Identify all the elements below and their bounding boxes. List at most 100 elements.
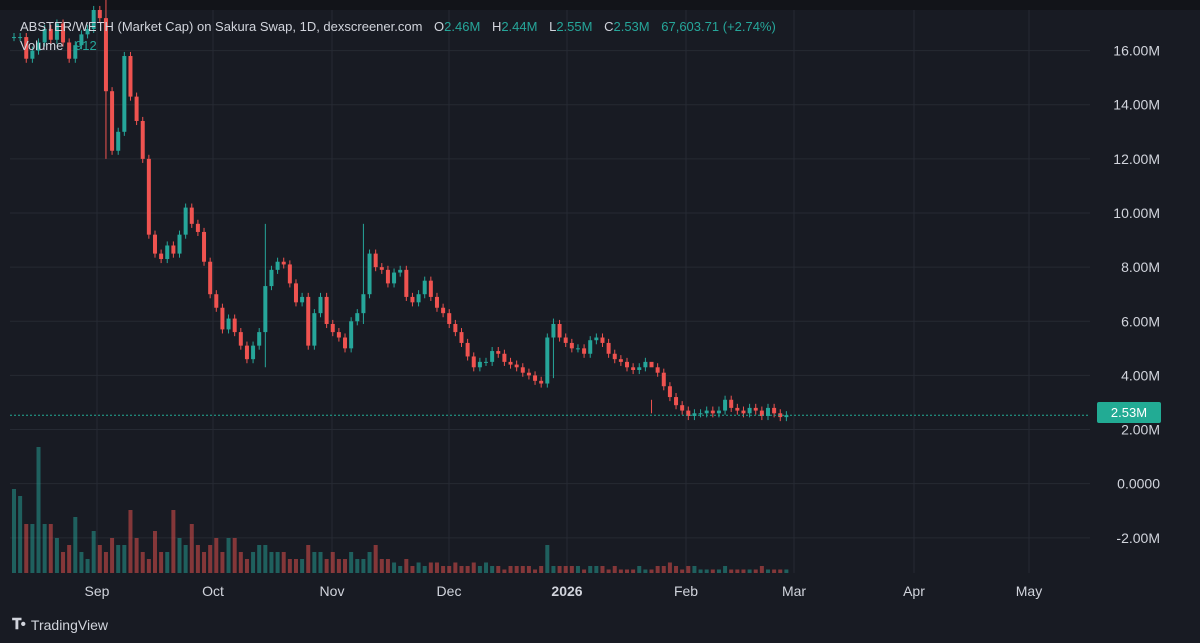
- x-tick-label: Feb: [674, 583, 698, 599]
- volume-bar: [422, 566, 427, 573]
- volume-bar: [606, 569, 611, 573]
- candle-body: [208, 261, 213, 295]
- candle-body: [490, 351, 495, 362]
- volume-bar: [643, 569, 648, 573]
- candle-body: [281, 261, 286, 265]
- candle-body: [686, 410, 691, 417]
- candle-body: [704, 410, 709, 414]
- candle-body: [477, 361, 482, 368]
- candle-body: [661, 372, 666, 387]
- y-tick-label: 10.00M: [1113, 205, 1160, 221]
- candle-body: [741, 410, 746, 414]
- x-axis[interactable]: Sep Oct Nov Dec 2026 Feb Mar Apr May: [85, 583, 1043, 599]
- x-tick-label: Sep: [85, 583, 110, 599]
- volume-bar: [459, 566, 464, 573]
- candle-body: [539, 380, 544, 384]
- volume-bar: [110, 538, 115, 573]
- volume-bar: [502, 569, 507, 573]
- grid-lines: [10, 10, 1090, 573]
- candle-body: [110, 91, 115, 151]
- volume-bar: [287, 559, 292, 573]
- candle-body: [655, 367, 660, 373]
- volume-bar: [367, 552, 372, 573]
- volume-bar: [575, 566, 580, 573]
- volume-bar: [208, 545, 213, 573]
- candle-body: [140, 120, 145, 159]
- candle-body: [257, 332, 262, 346]
- high-value: 2.44M: [501, 19, 538, 34]
- candle-body: [12, 37, 16, 39]
- candle-body: [729, 399, 734, 408]
- volume-bar: [637, 566, 642, 573]
- candle-body: [680, 405, 685, 411]
- candle-body: [502, 353, 507, 362]
- volume-bar: [508, 566, 513, 573]
- candle-body: [404, 269, 409, 297]
- volume-bar: [36, 447, 41, 573]
- candle-body: [293, 283, 298, 303]
- volume-bar: [85, 559, 90, 573]
- price-candles[interactable]: [12, 0, 789, 422]
- candle-body: [300, 296, 305, 303]
- candle-body: [195, 223, 200, 232]
- candle-body: [189, 207, 194, 224]
- volume-bar: [238, 552, 243, 573]
- volume-bar: [189, 524, 194, 573]
- volume-bar: [91, 531, 96, 573]
- volume-bar: [140, 552, 145, 573]
- volume-bar: [122, 545, 127, 573]
- volume-bar: [551, 566, 556, 573]
- x-tick-label: Dec: [437, 583, 462, 599]
- y-axis[interactable]: 16.00M 14.00M 12.00M 10.00M 8.00M 6.00M 4.00M 2…: [1113, 43, 1160, 546]
- candle-body: [220, 307, 225, 330]
- candle-body: [422, 280, 427, 295]
- candle-body: [355, 313, 360, 322]
- volume-bar: [471, 562, 476, 573]
- volume-value: 912: [75, 38, 97, 53]
- volume-bar: [48, 524, 53, 573]
- x-tick-label: Mar: [782, 583, 806, 599]
- candle-body: [343, 337, 348, 349]
- volume-bar: [447, 566, 452, 573]
- candle-body: [238, 332, 243, 346]
- volume-bar: [103, 552, 108, 573]
- volume-label[interactable]: Volume: [20, 38, 64, 53]
- volume-bar: [404, 559, 409, 573]
- x-tick-label: May: [1016, 583, 1042, 599]
- candle-body: [643, 361, 648, 368]
- candle-body: [349, 321, 354, 349]
- volume-bar: [312, 552, 317, 573]
- volume-bar: [226, 538, 231, 573]
- volume-bar: [490, 566, 495, 573]
- candle-body: [18, 37, 23, 39]
- volume-bar: [772, 569, 777, 573]
- candle-body: [103, 18, 108, 92]
- candle-body: [563, 337, 568, 343]
- volume-bar: [667, 562, 672, 573]
- volume-bar: [484, 562, 489, 573]
- x-tick-label: Nov: [320, 583, 345, 599]
- candle-body: [385, 269, 390, 284]
- volume-bar: [324, 559, 329, 573]
- volume-bar: [747, 569, 752, 573]
- candle-body: [379, 267, 384, 270]
- candle-body: [171, 245, 176, 254]
- volume-bar: [349, 552, 354, 573]
- candle-body: [575, 348, 580, 350]
- candle-body: [710, 410, 715, 414]
- y-tick-label: 14.00M: [1113, 97, 1160, 113]
- volume-bar: [735, 569, 740, 573]
- volume-bar: [385, 559, 390, 573]
- candle-body: [778, 413, 783, 418]
- candle-body: [361, 294, 366, 314]
- candle-body: [275, 261, 280, 270]
- candle-body: [416, 294, 421, 303]
- volume-bar: [753, 569, 758, 573]
- volume-bar: [765, 569, 770, 573]
- candle-body: [747, 407, 752, 414]
- volume-bar: [533, 569, 538, 573]
- symbol-title[interactable]: ABSTER/WETH (Market Cap) on Sakura Swap,…: [20, 19, 423, 34]
- tradingview-branding[interactable]: 𝐓• TradingView: [12, 616, 108, 633]
- candle-body: [398, 269, 403, 273]
